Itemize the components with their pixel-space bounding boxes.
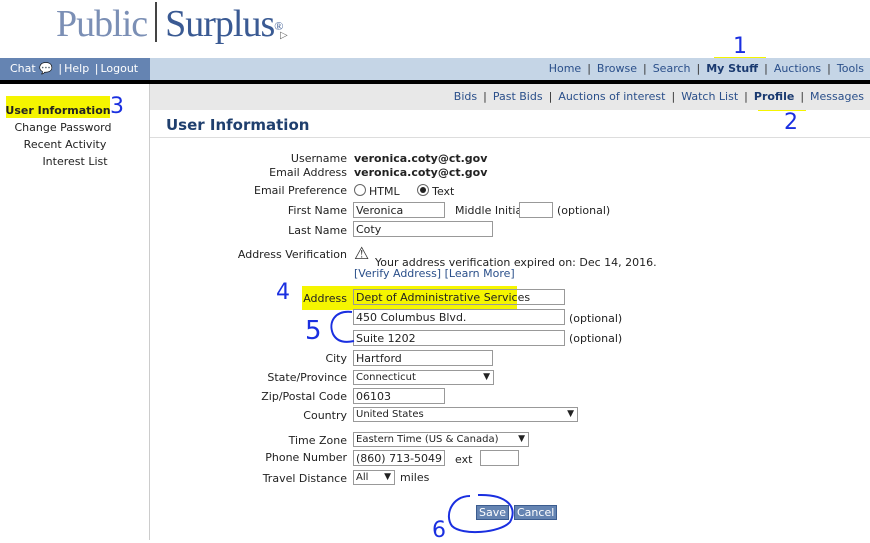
state-value: Connecticut	[356, 372, 416, 383]
verification-message: Your address verification expired on: De…	[375, 256, 657, 269]
city-label: City	[325, 352, 347, 365]
address-label: Address	[303, 292, 347, 305]
email-pref-group: HTML Text	[354, 184, 454, 198]
miles-label: miles	[400, 471, 430, 484]
sub-nav: Bids | Past Bids | Auctions of interest | Watc…	[150, 84, 870, 110]
last-name-label: Last Name	[288, 224, 347, 237]
chevron-down-icon: ▼	[567, 409, 574, 419]
nav-tools[interactable]: Tools	[836, 62, 864, 75]
radio-html[interactable]	[354, 184, 366, 196]
sidebar-item-interest-list[interactable]: Interest List	[42, 155, 108, 168]
nav-my-stuff[interactable]: My Stuff	[706, 62, 759, 75]
ext-label: ext	[455, 453, 473, 466]
email-pref-label: Email Preference	[254, 184, 347, 197]
travel-distance-select[interactable]: All ▼	[353, 470, 395, 485]
save-button[interactable]: Save	[476, 505, 510, 520]
address-line3-optional: (optional)	[569, 332, 623, 345]
address-line2-input[interactable]: 450 Columbus Blvd.	[353, 309, 565, 325]
chevron-down-icon: ▼	[483, 372, 490, 382]
topnav-left: Chat 💬 | Help | Logout	[0, 58, 150, 80]
title-divider	[150, 137, 870, 138]
annotation-4: 4	[276, 280, 290, 305]
middle-initial-label: Middle Initial	[455, 204, 526, 217]
play-triangle-icon: ▷	[280, 30, 288, 41]
annotation-bracket	[330, 310, 355, 343]
chevron-down-icon: ▼	[518, 434, 525, 444]
country-label: Country	[303, 409, 347, 422]
page-title: User Information	[166, 116, 310, 134]
sidebar-divider	[149, 84, 150, 540]
phone-input[interactable]: (860) 713-5049	[353, 450, 445, 466]
help-link[interactable]: Help	[64, 62, 90, 75]
top-nav: Home | Browse | Search | My Stuff | Auctions | Too…	[150, 58, 870, 80]
state-select[interactable]: Connecticut ▼	[353, 370, 494, 385]
sidebar-item-change-password[interactable]: Change Password	[14, 121, 112, 134]
country-select[interactable]: United States ▼	[353, 407, 578, 422]
cancel-button[interactable]: Cancel	[514, 505, 558, 520]
chat-icon: 💬	[39, 62, 53, 75]
radio-html-label: HTML	[369, 185, 400, 198]
chat-link[interactable]: Chat	[10, 62, 36, 75]
warning-icon: ⚠	[354, 244, 370, 264]
first-name-label: First Name	[287, 204, 347, 217]
ext-input[interactable]	[480, 450, 519, 466]
username-value: veronica.coty@ct.gov	[354, 152, 488, 165]
time-zone-value: Eastern Time (US & Canada)	[356, 434, 499, 445]
subnav-messages[interactable]: Messages	[810, 90, 864, 103]
address-line2-optional: (optional)	[569, 312, 623, 325]
radio-text-label: Text	[432, 185, 455, 198]
country-value: United States	[356, 409, 424, 420]
annotation-6: 6	[432, 518, 446, 543]
subnav-watch-list[interactable]: Watch List	[681, 90, 739, 103]
username-label: Username	[290, 152, 347, 165]
highlight-user-information	[6, 96, 110, 118]
subnav-profile[interactable]: Profile	[753, 90, 795, 103]
zip-input[interactable]: 06103	[353, 388, 445, 404]
address-line1-input[interactable]: Dept of Administrative Services	[353, 289, 565, 305]
zip-label: Zip/Postal Code	[261, 390, 347, 403]
logo-reg: ®	[274, 19, 283, 33]
last-name-input[interactable]: Coty	[353, 221, 493, 237]
nav-home[interactable]: Home	[548, 62, 582, 75]
verify-address-link[interactable]: [Verify Address]	[354, 267, 442, 280]
time-zone-select[interactable]: Eastern Time (US & Canada) ▼	[353, 432, 529, 447]
subnav-past-bids[interactable]: Past Bids	[492, 90, 543, 103]
logo-public: Public	[56, 3, 148, 45]
middle-initial-optional: (optional)	[557, 204, 611, 217]
nav-auctions[interactable]: Auctions	[773, 62, 822, 75]
sidebar-item-recent-activity[interactable]: Recent Activity	[23, 138, 107, 151]
address-line3-input[interactable]: Suite 1202	[353, 330, 565, 346]
address-verification-label: Address Verification	[237, 248, 347, 261]
annotation-circle-save	[447, 493, 514, 534]
learn-more-link[interactable]: [Learn More]	[444, 267, 515, 280]
middle-initial-input[interactable]	[519, 202, 553, 218]
chevron-down-icon: ▼	[384, 472, 391, 482]
city-input[interactable]: Hartford	[353, 350, 493, 366]
state-label: State/Province	[267, 371, 347, 384]
travel-distance-label: Travel Distance	[262, 472, 347, 485]
subnav-auctions-of-interest[interactable]: Auctions of interest	[558, 90, 666, 103]
annotation-5: 5	[305, 316, 322, 346]
logo-surplus: Surplus	[165, 3, 275, 45]
subnav-bids[interactable]: Bids	[453, 90, 478, 103]
travel-distance-value: All	[356, 472, 369, 483]
annotation-3: 3	[110, 94, 124, 119]
logo[interactable]: Public Surplus®	[56, 2, 283, 46]
time-zone-label: Time Zone	[288, 434, 347, 447]
highlight-address	[302, 286, 517, 310]
radio-text[interactable]	[417, 184, 430, 196]
email-value: veronica.coty@ct.gov	[354, 166, 488, 179]
sidebar-item-user-information[interactable]: User Information	[5, 104, 111, 117]
first-name-input[interactable]: Veronica	[353, 202, 445, 218]
email-label: Email Address	[269, 166, 347, 179]
logout-link[interactable]: Logout	[100, 62, 139, 75]
divider	[0, 80, 870, 84]
annotation-2: 2	[784, 110, 798, 135]
nav-browse[interactable]: Browse	[596, 62, 637, 75]
phone-label: Phone Number	[265, 451, 347, 464]
nav-search[interactable]: Search	[652, 62, 691, 75]
annotation-1: 1	[733, 34, 747, 59]
